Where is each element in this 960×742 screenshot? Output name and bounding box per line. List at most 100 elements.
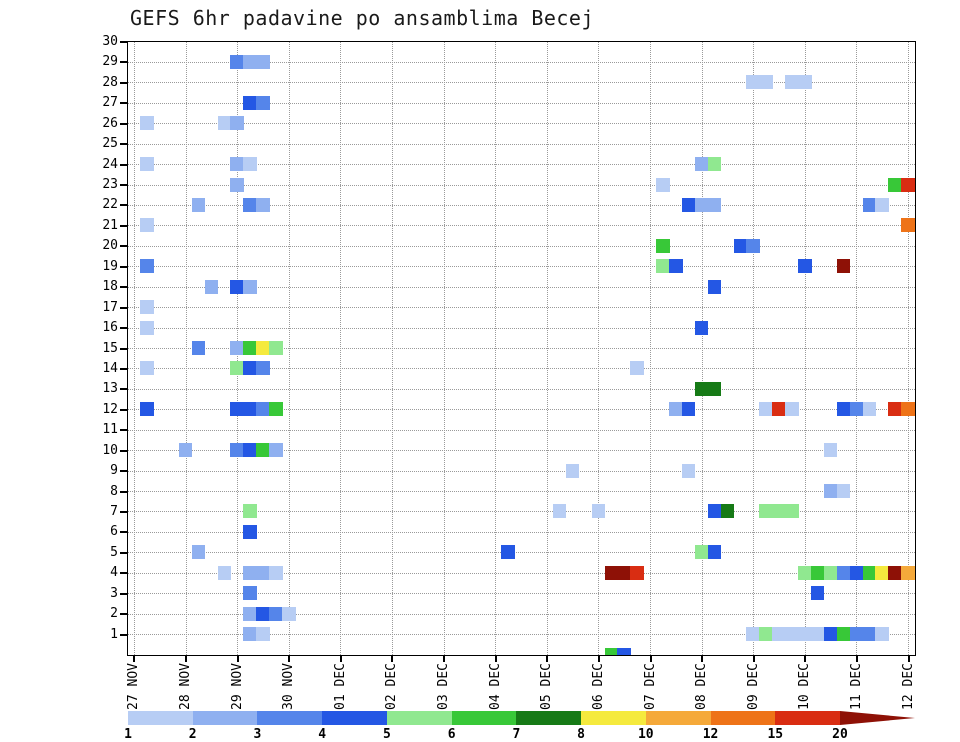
heatmap-cell [656,177,670,192]
x-axis-label: 29 NOV [229,663,245,710]
heatmap-cell [256,95,270,110]
heatmap-cell [901,402,915,417]
y-axis-label: 2 [110,606,118,622]
y-axis-tick [120,41,128,43]
grid-line-horizontal [127,307,915,309]
heatmap-cell [243,565,257,580]
x-axis-tick [391,656,394,662]
colorbar-segment [581,711,647,725]
y-axis-tick [120,388,128,391]
grid-line-horizontal [127,245,915,247]
heatmap-cell [836,484,851,499]
grid-line-horizontal [127,123,915,125]
heatmap-cell [140,402,154,417]
grid-line-vertical [133,41,135,655]
heatmap-cell [733,238,748,253]
x-axis-label: 04 DEC [487,663,503,710]
grid-line-horizontal [127,225,915,227]
grid-line-horizontal [127,61,915,63]
heatmap-cell [140,116,154,131]
y-axis-tick [120,367,128,370]
heatmap-cell [759,627,773,642]
y-axis-label: 22 [102,197,118,213]
x-axis-tick [907,656,910,662]
heatmap-cell [230,54,244,69]
x-axis-tick [443,656,446,662]
heatmap-cell [243,341,257,355]
grid-line-vertical [701,41,703,655]
heatmap-cell [836,402,851,417]
grid-line-horizontal [127,102,915,104]
heatmap-cell [862,197,877,212]
heatmap-cell [901,565,915,580]
heatmap-cell [243,402,257,417]
heatmap-cell [823,627,838,642]
colorbar-arrow [840,711,915,725]
x-axis-tick [133,656,136,662]
y-axis-label: 21 [102,217,118,233]
colorbar-value-label: 1 [124,727,132,742]
grid-line-horizontal [127,634,915,636]
grid-line-vertical [340,41,342,655]
colorbar-value-label: 5 [382,727,391,742]
grid-line-horizontal [127,450,915,452]
heatmap-cell [140,218,154,233]
y-axis-label: 13 [102,381,118,397]
y-axis-tick [120,163,128,166]
grid-line-vertical [495,41,497,655]
y-axis-label: 3 [110,585,118,601]
heatmap-cell [256,443,270,458]
heatmap-cell [836,627,851,642]
x-axis-tick [339,656,342,662]
heatmap-cell [862,402,877,417]
heatmap-cell [552,504,567,519]
heatmap-cell [707,197,722,212]
heatmap-cell [243,95,257,110]
heatmap-cell [772,627,786,642]
heatmap-cell [785,402,799,417]
y-axis-tick [120,245,128,248]
y-axis-tick [120,61,128,64]
grid-line-vertical [598,41,600,655]
heatmap-cell [798,627,812,642]
heatmap-cell [230,157,244,172]
heatmap-cell [230,402,244,417]
grid-line-horizontal [127,572,915,574]
x-axis-tick [597,656,600,662]
heatmap-cell [810,565,825,580]
grid-line-horizontal [127,204,915,206]
x-axis-label: 09 DEC [745,663,761,710]
heatmap-cell [230,341,244,355]
heatmap-cell [785,75,799,90]
heatmap-cell [243,157,257,172]
y-axis-tick [120,429,128,432]
heatmap-cell [282,606,296,621]
x-axis-tick [546,656,549,662]
heatmap-cell [875,565,889,580]
y-axis-tick [120,306,128,309]
y-axis-tick [120,143,128,146]
grid-line-vertical [443,41,445,655]
y-axis-label: 11 [102,422,118,438]
heatmap-cell [269,341,283,355]
grid-line-vertical [856,41,858,655]
y-axis-label: 18 [102,279,118,295]
heatmap-cell [230,116,244,131]
y-axis-tick [120,470,128,473]
y-axis-tick [120,347,128,350]
x-axis-tick [236,656,239,662]
heatmap-cell [836,565,851,580]
grid-line-horizontal [127,327,915,329]
heatmap-cell [269,565,283,580]
grid-line-vertical [288,41,290,655]
heatmap-cell [243,361,257,376]
colorbar-value-label: 12 [702,727,719,742]
heatmap-cell [269,443,283,458]
heatmap-cell [230,361,244,376]
grid-line-vertical [804,41,806,655]
heatmap-cell [694,320,709,335]
heatmap-cell [759,402,773,417]
y-axis-tick [120,122,128,125]
grid-line-vertical [546,41,548,655]
